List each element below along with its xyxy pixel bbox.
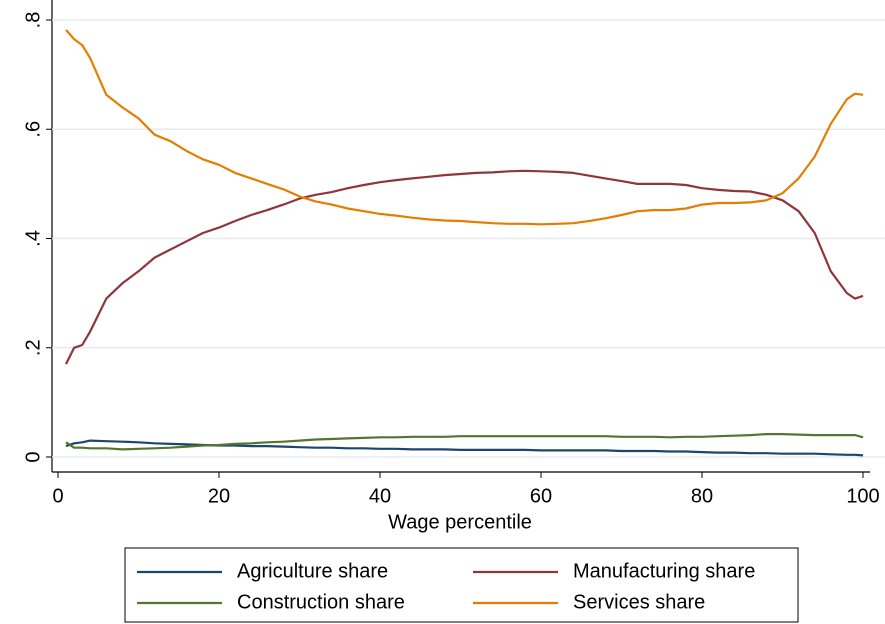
- legend-label: Manufacturing share: [573, 560, 755, 582]
- x-axis-title: Wage percentile: [388, 511, 532, 533]
- x-tick-label: 20: [208, 485, 230, 507]
- y-tick-label: .2: [22, 339, 44, 356]
- x-tick-label: 40: [369, 485, 391, 507]
- legend-label: Services share: [573, 591, 705, 613]
- series-line: [65, 433, 864, 451]
- x-tick-label: 0: [52, 485, 63, 507]
- y-tick-label: .4: [22, 230, 44, 247]
- series-line: [65, 439, 864, 457]
- series-line: [65, 169, 864, 365]
- y-tick-label: .6: [22, 121, 44, 138]
- x-tick-label: 80: [691, 485, 713, 507]
- x-tick-label: 60: [530, 485, 552, 507]
- series-line: [65, 29, 864, 226]
- legend-label: Agriculture share: [237, 560, 388, 582]
- y-tick-label: 0: [22, 451, 44, 462]
- legend-label: Construction share: [237, 591, 405, 613]
- x-tick-label: 100: [846, 485, 879, 507]
- legend-box: [124, 547, 799, 623]
- y-tick-label: .8: [22, 12, 44, 29]
